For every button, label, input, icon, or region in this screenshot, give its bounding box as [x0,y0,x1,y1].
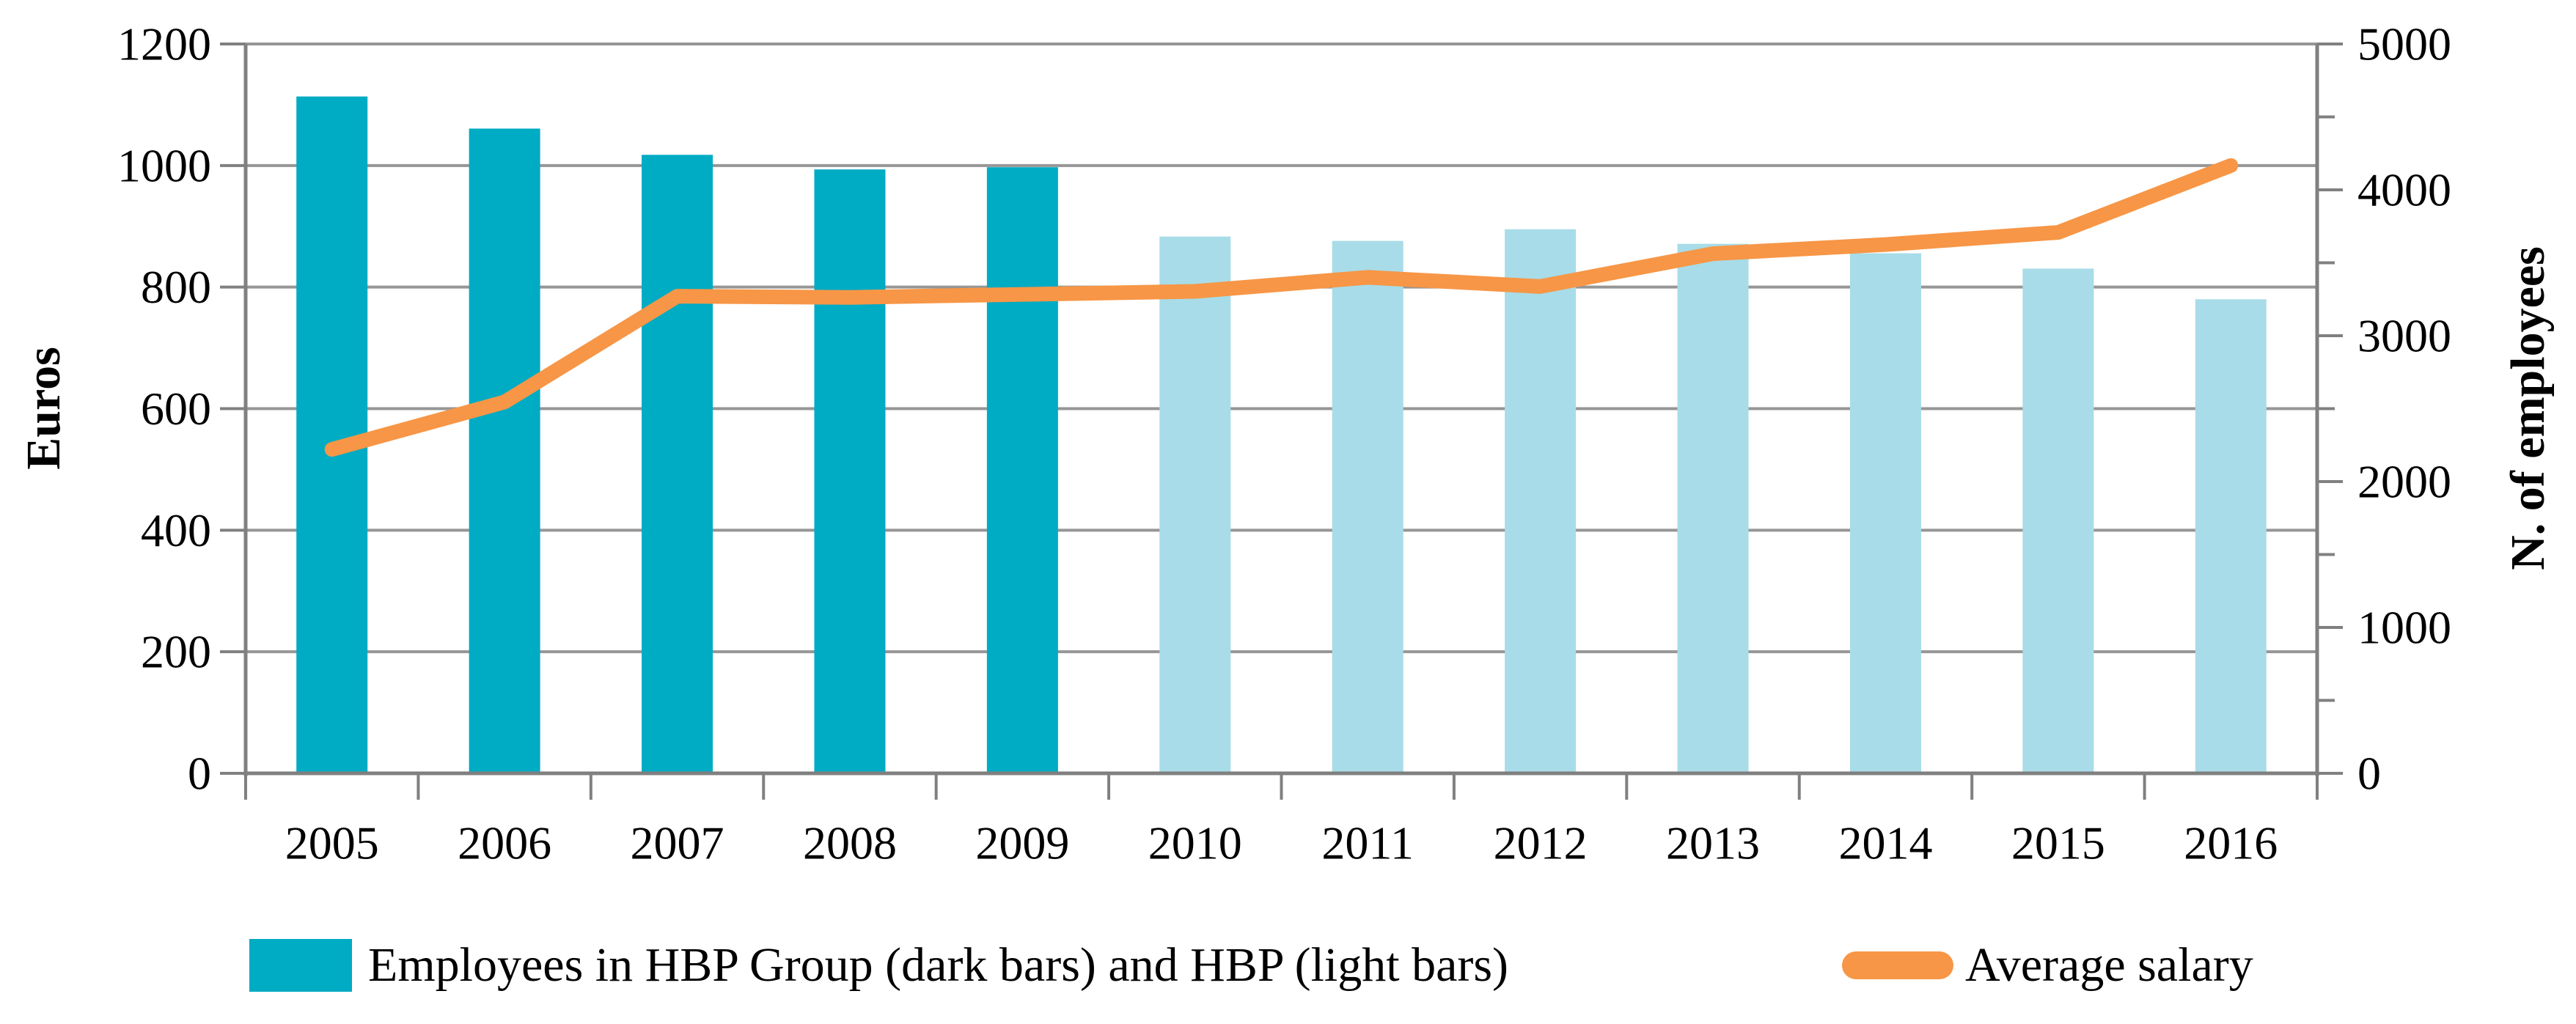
x-axis-label-2010: 2010 [1148,817,1242,869]
x-axis-label-2016: 2016 [2184,817,2278,869]
left-axis-tick-label-600: 600 [141,383,211,435]
legend-item-employees: Employees in HBP Group (dark bars) and H… [249,932,1508,998]
bar-2014 [1849,253,1921,773]
x-axis-label-2012: 2012 [1494,817,1588,869]
bar-2007 [642,155,713,774]
right-axis-tick-label-4000: 4000 [2357,164,2451,216]
bar-2013 [1677,243,1749,773]
bar-2010 [1159,236,1231,773]
left-axis-tick-label-1000: 1000 [117,139,211,191]
right-axis-tick-label-5000: 5000 [2357,18,2451,70]
left-axis-tick-label-1200: 1200 [117,18,211,70]
legend-bar-label: Employees in HBP Group (dark bars) and H… [368,938,1509,992]
left-axis-title: Euros [17,347,70,470]
right-axis-tick-label-2000: 2000 [2357,456,2451,508]
left-axis-tick-label-800: 800 [141,261,211,313]
x-axis-label-2014: 2014 [1838,817,1932,869]
left-axis-tick-label-200: 200 [141,626,211,678]
legend-line-swatch [1842,951,1953,979]
x-axis-label-2015: 2015 [2011,817,2105,869]
left-axis-tick-label-400: 400 [141,504,211,556]
bar-2011 [1332,240,1403,773]
bar-2012 [1505,229,1577,774]
legend-bar-swatch [249,939,352,992]
right-axis-tick-label-1000: 1000 [2357,602,2451,654]
bar-2009 [986,167,1058,773]
legend-line-label: Average salary [1965,938,2253,992]
bar-2006 [469,128,540,774]
x-axis-label-2007: 2007 [631,817,724,869]
x-axis-label-2006: 2006 [458,817,551,869]
x-axis-label-2005: 2005 [285,817,379,869]
average-salary-line [324,158,2239,457]
bar-2005 [296,96,368,773]
left-axis-tick-label-0: 0 [188,748,211,800]
right-axis-tick-label-3000: 3000 [2357,310,2451,362]
bar-2015 [2022,268,2094,774]
x-axis-label-2013: 2013 [1666,817,1760,869]
bar-2008 [814,169,886,773]
x-axis-label-2011: 2011 [1321,817,1414,869]
right-axis-title: N. of employees [2501,246,2555,570]
bar-2016 [2195,299,2267,773]
right-axis-tick-label-0: 0 [2357,748,2381,800]
x-axis-label-2009: 2009 [975,817,1069,869]
x-axis-label-2008: 2008 [803,817,897,869]
legend-item-average-salary: Average salary [1842,932,2253,998]
